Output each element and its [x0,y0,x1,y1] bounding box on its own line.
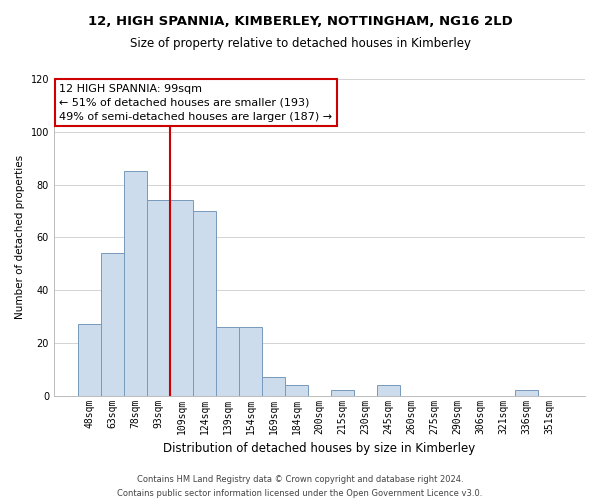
Bar [377,385,400,396]
Bar [78,324,101,396]
Text: 12 HIGH SPANNIA: 99sqm
← 51% of detached houses are smaller (193)
49% of semi-de: 12 HIGH SPANNIA: 99sqm ← 51% of detached… [59,84,332,122]
X-axis label: Distribution of detached houses by size in Kimberley: Distribution of detached houses by size … [163,442,476,455]
Bar [262,377,285,396]
Bar [124,172,147,396]
Bar [101,253,124,396]
Y-axis label: Number of detached properties: Number of detached properties [15,156,25,320]
Bar [147,200,170,396]
Bar [170,200,193,396]
Text: 12, HIGH SPANNIA, KIMBERLEY, NOTTINGHAM, NG16 2LD: 12, HIGH SPANNIA, KIMBERLEY, NOTTINGHAM,… [88,15,512,28]
Bar [239,327,262,396]
Bar [285,385,308,396]
Bar [515,390,538,396]
Bar [216,327,239,396]
Text: Size of property relative to detached houses in Kimberley: Size of property relative to detached ho… [130,38,470,51]
Text: Contains HM Land Registry data © Crown copyright and database right 2024.
Contai: Contains HM Land Registry data © Crown c… [118,476,482,498]
Bar [331,390,354,396]
Bar [193,211,216,396]
